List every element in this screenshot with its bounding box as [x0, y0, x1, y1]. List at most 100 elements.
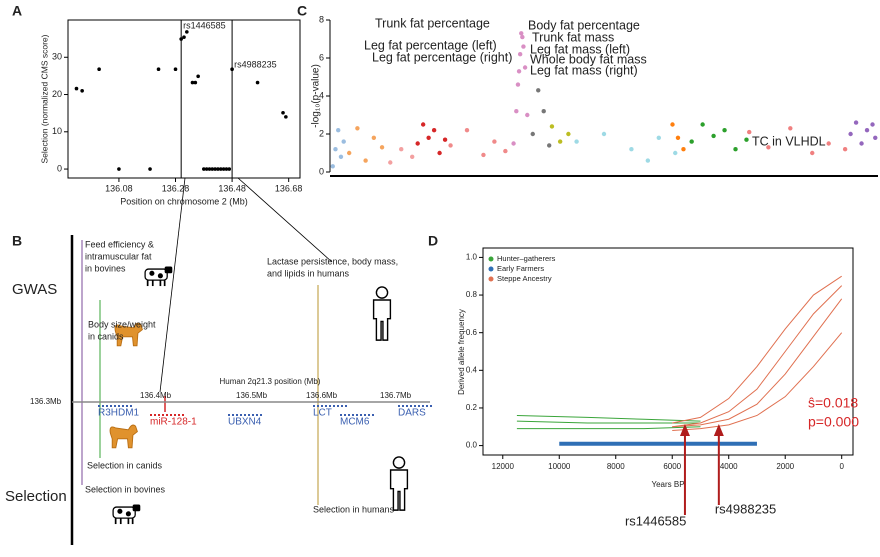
gene-label: R3HDM1 — [98, 408, 140, 419]
point — [196, 74, 200, 79]
selection-label: Selection in canids — [87, 460, 163, 470]
snp-point — [733, 147, 738, 152]
y-tick-label: 30 — [52, 52, 62, 62]
x-tick-label: 136.68 — [275, 183, 303, 193]
x-tick-label: 12000 — [492, 462, 515, 471]
snp-point — [656, 135, 661, 140]
y-tick-label: 8 — [319, 14, 324, 24]
snp-point — [722, 128, 727, 133]
dog-icon — [109, 424, 138, 449]
connector — [237, 177, 333, 263]
snp-point — [744, 137, 749, 142]
y-tick-label: 0.0 — [466, 441, 478, 450]
stat-annotation: p=0.000 — [808, 414, 859, 430]
y-tick-label: 6 — [319, 52, 324, 62]
position-tick: 136.4Mb — [140, 391, 172, 400]
trait-annotation: Leg fat percentage (right) — [372, 50, 512, 64]
snp-point — [338, 154, 344, 159]
snp-point — [330, 164, 335, 169]
point — [148, 167, 152, 171]
legend-swatch — [488, 256, 494, 262]
snp-point — [520, 34, 525, 40]
y-tick-label: 0 — [319, 166, 324, 176]
panel-label: B — [12, 233, 22, 249]
point — [117, 167, 121, 171]
position-tick: 136.5Mb — [236, 391, 268, 400]
snp-point — [536, 88, 541, 93]
trajectory-line — [516, 420, 701, 424]
snp-point — [549, 124, 555, 129]
snp-point — [541, 109, 546, 114]
snp-point — [673, 150, 678, 156]
panel-label: C — [297, 3, 307, 19]
gene-label: MCM6 — [340, 417, 370, 428]
point — [97, 67, 101, 71]
legend-swatch — [488, 276, 494, 282]
connector — [159, 177, 186, 393]
snp-point — [670, 122, 675, 127]
snp-point — [711, 133, 716, 139]
snp-point — [842, 147, 848, 152]
snp-point — [333, 147, 338, 152]
trait-annotation: Trunk fat mass — [532, 30, 614, 44]
arrow-head — [713, 424, 724, 436]
point — [210, 167, 215, 171]
point — [202, 167, 206, 171]
snp-point — [346, 150, 352, 156]
point — [80, 89, 84, 93]
arrow-label: rs4988235 — [715, 501, 776, 516]
snp-point — [853, 120, 859, 125]
snp-point — [859, 141, 864, 146]
marker-label: rs4988235 — [234, 59, 277, 69]
snp-point — [826, 141, 831, 146]
snp-point — [681, 147, 686, 152]
y-tick-label: 0.2 — [466, 403, 478, 412]
diagram-layout — [70, 177, 430, 545]
snp-point — [442, 137, 448, 142]
gwas-trait: in bovines — [85, 263, 126, 273]
x-tick-label: 6000 — [663, 462, 681, 471]
snp-point — [788, 126, 793, 131]
snp-point — [437, 150, 442, 156]
y-tick-label: 0.8 — [466, 290, 478, 299]
snp-point — [503, 148, 508, 154]
trajectory-line — [672, 332, 843, 432]
snp-point — [521, 44, 526, 49]
snp-point — [870, 122, 875, 127]
trait-annotation: Leg fat mass (right) — [530, 63, 638, 77]
point — [190, 80, 195, 85]
point — [213, 167, 217, 171]
arrow-label: rs1446585 — [625, 513, 686, 528]
x-tick-label: 136.48 — [218, 183, 246, 193]
snp-point — [514, 109, 519, 114]
point — [224, 167, 229, 171]
point — [218, 167, 223, 171]
point — [227, 167, 232, 171]
point — [284, 115, 288, 119]
gwas-trait: Body size/weight — [88, 319, 156, 329]
trajectory-line — [516, 414, 701, 422]
marker-label: rs1446585 — [183, 20, 226, 30]
point — [281, 110, 285, 115]
snp-point — [355, 126, 360, 131]
snp-point — [645, 158, 651, 163]
point — [221, 167, 226, 171]
snp-point — [464, 128, 470, 133]
snp-point — [492, 139, 497, 144]
snp-point — [448, 143, 453, 148]
snp-point — [363, 158, 368, 163]
snp-point — [388, 160, 393, 165]
point — [207, 167, 212, 171]
point — [173, 67, 178, 71]
trait-annotation: Leg fat percentage (left) — [364, 38, 497, 52]
trait-annotation: TC in VLHDL — [752, 134, 826, 148]
y-tick-label: 10 — [52, 126, 62, 136]
y-axis-label: Derived allele frequency — [457, 309, 466, 395]
point — [185, 30, 189, 34]
x-tick-label: 10000 — [548, 462, 571, 471]
snp-point — [700, 122, 705, 127]
point — [255, 80, 260, 85]
snp-point — [517, 52, 523, 57]
point — [74, 86, 79, 91]
x-axis-label: Position on chromosome 2 (Mb) — [120, 196, 248, 206]
